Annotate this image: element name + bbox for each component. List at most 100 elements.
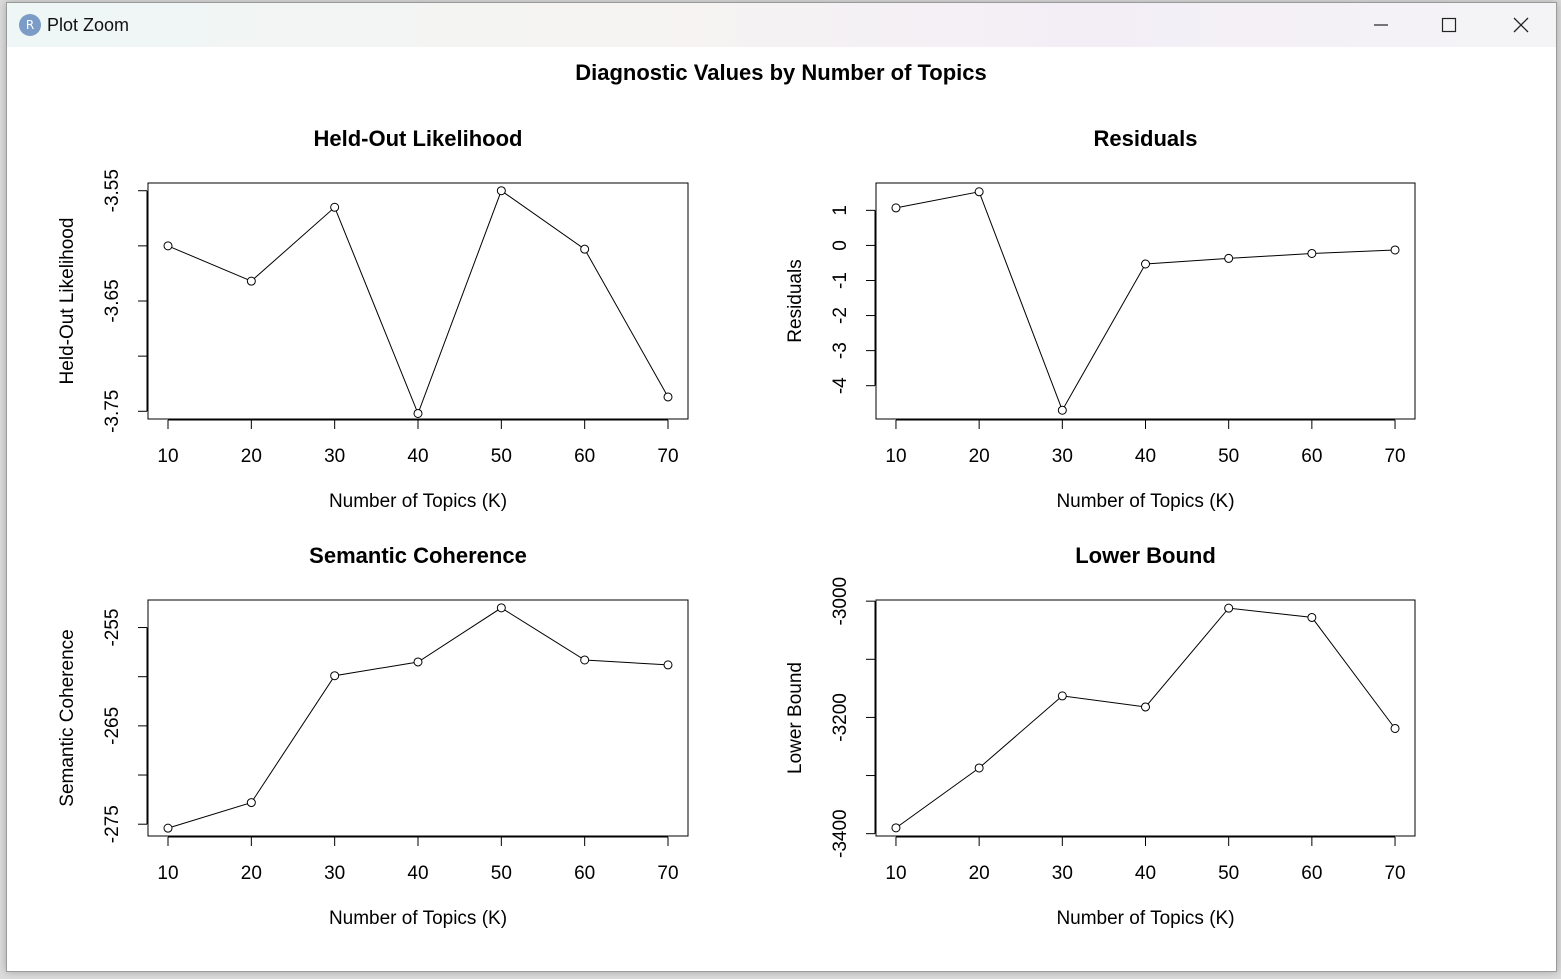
- minimize-button[interactable]: [1349, 3, 1413, 47]
- panel-3-title: Semantic Coherence: [309, 543, 527, 568]
- panel-4-x-tick-label: 40: [1135, 863, 1156, 884]
- panel-3-data-point: [413, 657, 423, 667]
- panel-4-data-point: [1141, 702, 1150, 712]
- panel-2-x-label: Number of Topics (K): [1056, 491, 1234, 512]
- panel-4-x-label: Number of Topics (K): [1056, 908, 1234, 929]
- panel-3-data-point: [163, 823, 173, 833]
- panel-3-x-tick-label: 60: [574, 863, 595, 884]
- panel-2-y-tick-label: -1: [830, 272, 851, 289]
- panel-2-data-point: [974, 187, 984, 197]
- panel-2-y-tick-label: -4: [830, 377, 851, 394]
- main-title: Diagnostic Values by Number of Topics: [575, 60, 987, 85]
- panel-1-x-tick-label: 30: [324, 446, 345, 467]
- panel-2-y-tick-label: -3: [830, 342, 851, 359]
- panel-3-data-point: [330, 671, 340, 681]
- panel-1-x-tick-label: 70: [657, 446, 678, 467]
- panel-2-y-label: Residuals: [785, 259, 806, 342]
- panel-1-x-tick-label: 50: [491, 446, 512, 467]
- panel-3-y-tick-label: -255: [102, 609, 123, 647]
- panel-2-y-tick-label: 1: [830, 205, 851, 216]
- panel-3-data-point: [580, 655, 590, 665]
- panel-1-data-point: [496, 186, 506, 196]
- panel-1-data-point: [413, 408, 423, 418]
- panel-1-x-tick-label: 60: [574, 446, 595, 467]
- panel-2-x-tick-label: 40: [1135, 446, 1156, 467]
- panel-4-frame: [875, 599, 1416, 837]
- panel-2-x-tick-label: 60: [1301, 446, 1322, 467]
- panel-2-data-point: [1390, 245, 1400, 255]
- panel-1-data-point: [163, 241, 173, 251]
- panel-2-data-point: [891, 203, 901, 213]
- panel-4-data-point: [1390, 723, 1400, 733]
- panel-3-series-line: [167, 607, 669, 829]
- panel-4-y-tick-label: -3400: [830, 809, 851, 858]
- panel-3-x-tick-label: 20: [241, 863, 262, 884]
- panel-1-y-tick-label: -3.55: [102, 169, 123, 212]
- panel-4-data-point: [1307, 612, 1317, 622]
- panel-1-y-tick-label: -3.65: [102, 279, 123, 322]
- panel-3-y-label: Semantic Coherence: [57, 629, 78, 806]
- panel-3-frame: [147, 599, 689, 837]
- panel-1-x-tick-label: 20: [241, 446, 262, 467]
- panel-3-x-label: Number of Topics (K): [329, 908, 507, 929]
- panel-4-data-point: [1224, 603, 1234, 613]
- panel-1-data-point: [246, 276, 256, 286]
- panel-1-data-point: [663, 392, 673, 402]
- panel-1-frame: [147, 182, 689, 420]
- panel-4-y-label: Lower Bound: [785, 662, 806, 774]
- panel-4-x-tick-label: 20: [969, 863, 990, 884]
- r-logo-icon: R: [19, 14, 41, 36]
- panel-4-data-point: [974, 763, 984, 773]
- panel-3-x-tick-label: 40: [407, 863, 428, 884]
- panel-1-series-line: [167, 189, 669, 415]
- panel-3-x-tick-label: 50: [491, 863, 512, 884]
- panel-1-x-tick-label: 40: [407, 446, 428, 467]
- panel-4-x-tick-label: 60: [1301, 863, 1322, 884]
- panel-1-y-tick-label: -3.75: [102, 390, 123, 433]
- panel-3-data-point: [663, 660, 673, 670]
- panel-4-series-line: [895, 607, 1396, 829]
- panel-2-x-tick-label: 50: [1218, 446, 1239, 467]
- panel-2-x-tick-label: 70: [1384, 446, 1405, 467]
- panel-1-y-label: Held-Out Likelihood: [57, 218, 78, 385]
- panel-3-x-tick-label: 10: [157, 863, 178, 884]
- panel-4-x-tick-label: 70: [1384, 863, 1405, 884]
- panel-1-title: Held-Out Likelihood: [314, 126, 523, 151]
- panel-3-y-tick-label: -265: [102, 707, 123, 745]
- panel-4-x-tick-label: 10: [885, 863, 906, 884]
- panel-1-data-point: [330, 202, 340, 212]
- diagnostic-plots: Diagnostic Values by Number of Topics Hel…: [57, 60, 1416, 929]
- panel-1-x-label: Number of Topics (K): [329, 491, 507, 512]
- plot-area: Diagnostic Values by Number of Topics Hel…: [7, 47, 1556, 971]
- panel-2-frame: [875, 182, 1416, 420]
- panel-4-data-point: [891, 823, 901, 833]
- panel-1-x-tick-label: 10: [157, 446, 178, 467]
- panel-2-y-tick-label: 0: [830, 240, 851, 251]
- panel-4-x-tick-label: 50: [1218, 863, 1239, 884]
- panel-2-x-tick-label: 30: [1052, 446, 1073, 467]
- panel-2-title: Residuals: [1094, 126, 1198, 151]
- close-icon: [1513, 17, 1529, 33]
- panel-2-data-point: [1307, 248, 1317, 258]
- panel-4-y-tick-label: -3000: [830, 577, 851, 626]
- window-title: Plot Zoom: [47, 15, 130, 35]
- panel-3-x-tick-label: 30: [324, 863, 345, 884]
- title-bar[interactable]: R Plot Zoom: [7, 3, 1556, 47]
- maximize-button[interactable]: [1417, 3, 1481, 47]
- minimize-icon: [1374, 24, 1388, 26]
- panel-3-data-point: [246, 798, 256, 808]
- panel-3-data-point: [496, 603, 506, 613]
- panel-2-data-point: [1141, 259, 1150, 269]
- panel-2-x-tick-label: 20: [969, 446, 990, 467]
- panel-3-x-tick-label: 70: [657, 863, 678, 884]
- plot-zoom-window: R Plot Zoom Diagnostic Values by Number …: [6, 2, 1557, 972]
- panel-1-data-point: [580, 244, 590, 254]
- panel-2-data-point: [1224, 253, 1234, 263]
- panel-2-x-tick-label: 10: [885, 446, 906, 467]
- close-button[interactable]: [1489, 3, 1553, 47]
- panel-3-y-tick-label: -275: [102, 805, 123, 843]
- maximize-icon: [1441, 17, 1457, 33]
- panel-2-data-point: [1057, 405, 1067, 415]
- panel-4-data-point: [1057, 691, 1067, 701]
- panel-2-y-tick-label: -2: [830, 307, 851, 324]
